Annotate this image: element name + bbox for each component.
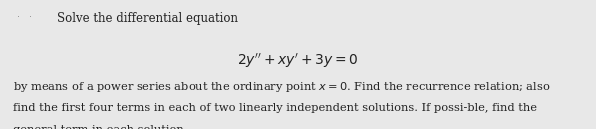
Text: ·: ·	[17, 12, 20, 22]
Text: Solve the differential equation: Solve the differential equation	[57, 12, 238, 25]
Text: ·: ·	[29, 12, 32, 22]
Text: by means of a power series about the ordinary point $x = 0$. Find the recurrence: by means of a power series about the ord…	[13, 80, 551, 94]
Text: find the first four terms in each of two linearly independent solutions. If poss: find the first four terms in each of two…	[13, 103, 537, 113]
Text: $2y'' + xy' + 3y = 0$: $2y'' + xy' + 3y = 0$	[237, 52, 359, 70]
Text: general term in each solution.: general term in each solution.	[13, 125, 188, 129]
